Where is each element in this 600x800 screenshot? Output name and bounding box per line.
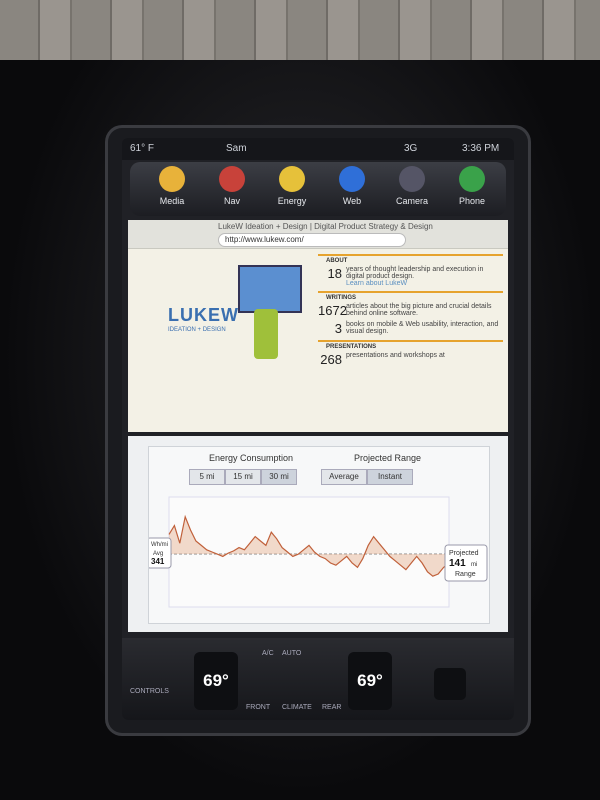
front-label[interactable]: FRONT	[246, 704, 271, 711]
unit-label: Wh/mi	[151, 542, 168, 548]
left-temp-value: 69°	[203, 671, 229, 690]
item-text-box: books on mobile & Web usability, interac…	[346, 321, 503, 336]
left-temp[interactable]: 69°	[194, 652, 238, 710]
url-field[interactable]: http://www.lukew.com/	[218, 233, 406, 247]
app-label: Energy	[277, 196, 307, 206]
app-icon	[279, 166, 305, 192]
browser-bar: LukeW Ideation + Design | Digital Produc…	[128, 220, 508, 249]
item-text: books on mobile & Web usability, interac…	[346, 321, 499, 335]
projected-value: 141	[449, 558, 466, 569]
energy-title: Energy Consumption	[209, 453, 294, 463]
section-heading: PRESENTATIONS	[326, 344, 377, 350]
app-button[interactable]: Phone	[444, 166, 500, 206]
range-button[interactable]: 5 mi	[189, 469, 225, 485]
app-icon	[459, 166, 485, 192]
logo-figure	[254, 309, 278, 359]
temperature: 61° F	[130, 143, 155, 154]
section-heading: WRITINGS	[326, 295, 356, 301]
item-number: 3	[334, 321, 342, 336]
app-button[interactable]: Media	[144, 166, 200, 206]
avg-label: Avg	[153, 551, 163, 557]
projected-title: Projected Range	[354, 453, 422, 463]
section-heading: ABOUT	[326, 258, 348, 264]
section: WRITINGS 1672 articles about the big pictu…	[318, 291, 503, 336]
web-browser: LukeW Ideation + Design | Digital Produc…	[128, 220, 508, 432]
item: 18 years of thought leadership and execut…	[318, 266, 503, 287]
item-text-box: articles about the big picture and cruci…	[346, 303, 503, 318]
logo-screen	[238, 265, 302, 313]
item-text: presentations and workshops at	[346, 352, 445, 359]
range-button[interactable]: 15 mi	[225, 469, 261, 485]
item-number: 18	[327, 266, 342, 281]
mode-button[interactable]: Instant	[367, 469, 413, 485]
item-number: 1672	[318, 303, 347, 318]
item-text-box: presentations and workshops at	[346, 352, 445, 367]
item: 1672 articles about the big picture and c…	[318, 303, 503, 318]
item-number: 268	[320, 352, 342, 367]
logo: LUKEW IDEATION + DESIGN	[168, 265, 308, 375]
app-label: Phone	[458, 196, 486, 206]
avg-value: 341	[151, 557, 165, 566]
right-temp[interactable]: 69°	[348, 652, 392, 710]
sidebar: ABOUT 18 years of thought leadership and e…	[318, 254, 503, 371]
touchscreen: 61° F Sam 3G 3:36 PM Media Nav Energy Web Ca…	[122, 138, 514, 720]
volume-button[interactable]	[434, 668, 466, 700]
auto-label[interactable]: AUTO	[282, 650, 302, 657]
consumption-area	[169, 516, 449, 577]
item-text-box: years of thought leadership and executio…	[346, 266, 503, 287]
logo-name: LUKEW	[168, 305, 239, 325]
app-button[interactable]: Web	[324, 166, 380, 206]
app-icon	[159, 166, 185, 192]
ac-label[interactable]: A/C	[262, 650, 274, 657]
climate-bar: CONTROLS 69° A/C AUTO FRONT CLIMATE REAR…	[122, 638, 514, 720]
app-label: Web	[342, 196, 362, 206]
network: 3G	[404, 143, 418, 154]
clock: 3:36 PM	[462, 143, 500, 154]
range-label: Range	[455, 571, 476, 578]
app-button[interactable]: Energy	[264, 166, 320, 206]
badge-bg	[149, 537, 172, 569]
climate-label[interactable]: CLIMATE	[282, 704, 312, 711]
section: PRESENTATIONS 268 presentations and worksh…	[318, 340, 503, 367]
right-temp-value: 69°	[357, 671, 383, 690]
mode-button[interactable]: Average	[321, 469, 367, 485]
app-button[interactable]: Nav	[204, 166, 260, 206]
app-icon	[219, 166, 245, 192]
app-label: Media	[159, 196, 185, 206]
badge-bg	[444, 544, 488, 582]
energy-app: Energy Consumption Projected Range Wh/mi…	[128, 436, 508, 632]
wood-wall	[0, 0, 600, 60]
projected-label: Projected	[449, 550, 479, 557]
item: 3 books on mobile & Web usability, intera…	[318, 321, 503, 336]
app-label: Nav	[223, 196, 240, 206]
app-bar: Media Nav Energy Web Camera Phone	[130, 162, 506, 216]
energy-panel: Energy Consumption Projected Range Wh/mi…	[148, 446, 490, 624]
logo-tagline: IDEATION + DESIGN	[168, 327, 226, 333]
app-icon	[339, 166, 365, 192]
item-link[interactable]: Learn about LukeW	[346, 280, 408, 287]
consumption-line	[168, 514, 450, 577]
user[interactable]: Sam	[226, 143, 247, 154]
app-icon	[399, 166, 425, 192]
range-button[interactable]: 30 mi	[261, 469, 297, 485]
item: 268 presentations and workshops at	[318, 352, 503, 367]
item-text: articles about the big picture and cruci…	[346, 303, 492, 317]
status-bar: 61° F Sam 3G 3:36 PM	[122, 138, 514, 160]
controls-label[interactable]: CONTROLS	[130, 688, 169, 695]
app-button[interactable]: Camera	[384, 166, 440, 206]
app-label: Camera	[395, 196, 428, 206]
section: ABOUT 18 years of thought leadership and e…	[318, 254, 503, 287]
projected-unit: mi	[471, 562, 477, 568]
page-title: LukeW Ideation + Design | Digital Produc…	[218, 222, 433, 231]
item-text: years of thought leadership and executio…	[346, 266, 484, 280]
rear-label[interactable]: REAR	[322, 704, 342, 711]
